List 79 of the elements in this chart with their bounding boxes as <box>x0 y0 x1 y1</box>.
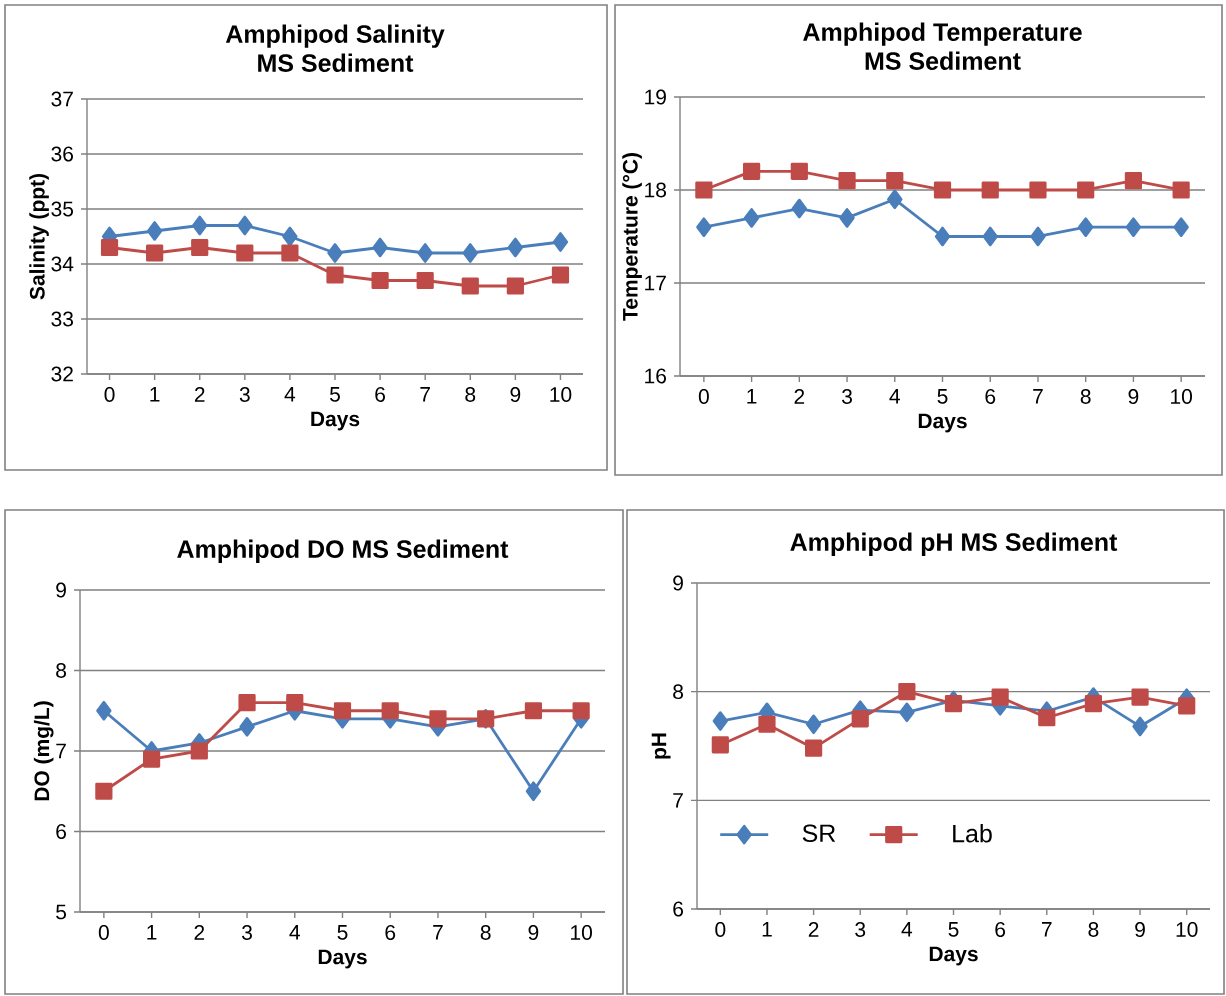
chart-subtitle: MS Sediment <box>258 53 414 72</box>
x-tick-label: 10 <box>1171 389 1192 404</box>
x-tick-label: 8 <box>465 387 476 402</box>
y-tick-label: 33 <box>51 311 74 327</box>
x-tick-label: 9 <box>1135 922 1145 937</box>
x-tick-label: 0 <box>715 922 726 937</box>
x-tick-label: 9 <box>510 387 521 402</box>
x-tick-label: 1 <box>747 389 757 404</box>
x-tick-label: 6 <box>985 389 996 404</box>
y-axis-title: DO (mg/L) <box>33 701 54 801</box>
y-tick-label: 35 <box>51 201 74 217</box>
y-tick-label: 8 <box>673 684 684 700</box>
x-tick-label: 5 <box>330 387 340 402</box>
y-tick-label: 7 <box>56 743 66 759</box>
y-axis-title: pH <box>651 733 671 759</box>
y-tick-label: 37 <box>51 91 73 107</box>
x-tick-label: 7 <box>433 925 443 940</box>
x-tick-label: 3 <box>842 389 852 404</box>
x-tick-label: 3 <box>241 925 252 940</box>
y-tick-label: 19 <box>645 89 666 105</box>
y-tick-label: 17 <box>645 275 666 291</box>
x-tick-label: 0 <box>698 389 709 404</box>
x-tick-label: 1 <box>150 387 160 402</box>
chart-subtitle: MS Sediment <box>865 51 1021 70</box>
y-tick-label: 32 <box>51 366 73 382</box>
x-tick-label: 8 <box>1088 922 1099 937</box>
x-tick-label: 2 <box>194 925 205 940</box>
x-tick-label: 8 <box>480 925 491 940</box>
y-tick-label: 7 <box>673 793 683 808</box>
x-tick-label: 3 <box>239 387 250 402</box>
x-tick-label: 5 <box>337 925 348 940</box>
x-axis-title: Days <box>929 946 978 966</box>
x-tick-label: 7 <box>1042 922 1052 937</box>
chart-title: Amphipod DO MS Sediment <box>177 539 509 563</box>
y-tick-label: 9 <box>673 575 683 591</box>
x-tick-label: 4 <box>901 922 913 937</box>
x-tick-label: 6 <box>385 925 396 940</box>
y-axis-title: Salinity (ppt) <box>29 173 49 300</box>
x-tick-label: 6 <box>375 387 386 402</box>
x-axis-title: Days <box>318 949 367 969</box>
x-tick-label: 5 <box>948 922 959 937</box>
y-tick-label: 6 <box>56 824 67 839</box>
x-tick-label: 1 <box>147 925 157 940</box>
y-tick-label: 18 <box>645 182 667 198</box>
y-tick-label: 34 <box>51 256 74 272</box>
x-tick-label: 9 <box>528 925 539 940</box>
x-tick-label: 1 <box>762 922 772 937</box>
x-tick-label: 2 <box>194 387 205 402</box>
chart-title: Amphipod Salinity <box>225 24 445 48</box>
x-tick-label: 7 <box>1033 389 1043 404</box>
y-tick-label: 6 <box>673 901 684 917</box>
x-tick-label: 9 <box>1128 389 1139 404</box>
x-axis-title: Days <box>311 411 360 431</box>
x-tick-label: 6 <box>995 922 1006 937</box>
chart-title: Amphipod Temperature <box>803 22 1082 46</box>
x-tick-label: 10 <box>550 387 572 402</box>
x-tick-label: 7 <box>420 387 430 402</box>
x-tick-label: 10 <box>571 925 592 940</box>
y-tick-label: 9 <box>56 582 66 598</box>
x-tick-label: 4 <box>289 925 300 940</box>
x-tick-label: 4 <box>889 389 900 404</box>
x-axis-title: Days <box>918 413 967 433</box>
legend-label: Lab <box>953 824 992 843</box>
x-tick-label: 4 <box>284 387 296 402</box>
x-tick-label: 10 <box>1176 922 1198 937</box>
x-tick-label: 8 <box>1080 389 1091 404</box>
y-tick-label: 36 <box>51 146 74 162</box>
x-tick-label: 0 <box>98 925 109 940</box>
y-tick-label: 5 <box>56 904 67 920</box>
legend-label: SR <box>802 824 836 843</box>
x-tick-label: 3 <box>855 922 866 937</box>
y-tick-label: 16 <box>645 368 667 384</box>
x-tick-label: 2 <box>794 389 805 404</box>
y-tick-label: 8 <box>56 663 67 678</box>
y-axis-title: Temperature (°C) <box>622 153 642 321</box>
chart-title: Amphipod pH MS Sediment <box>790 532 1118 556</box>
x-tick-label: 0 <box>104 387 115 402</box>
x-tick-label: 5 <box>937 389 948 404</box>
x-tick-label: 2 <box>808 922 819 937</box>
